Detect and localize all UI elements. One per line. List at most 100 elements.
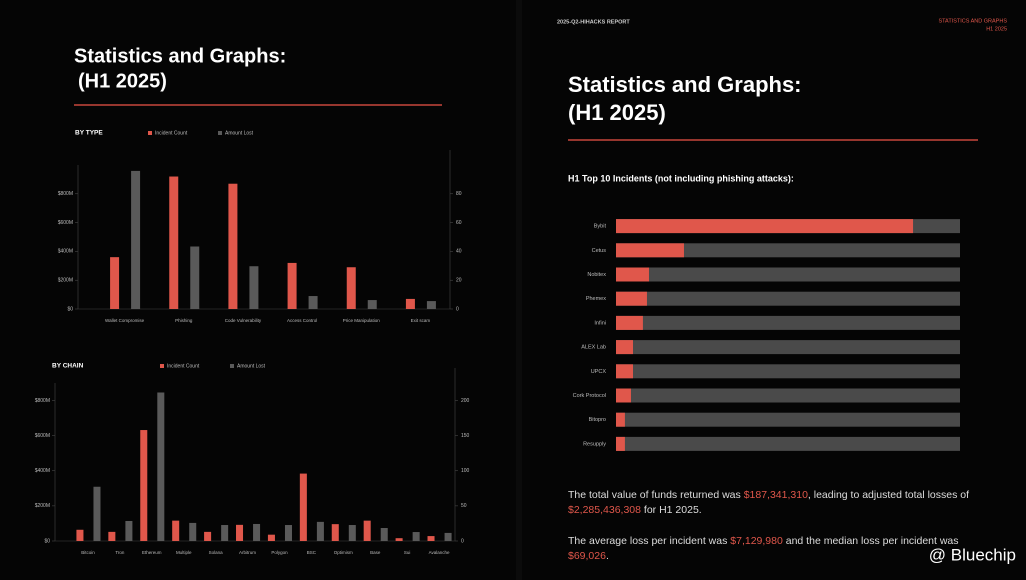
bar xyxy=(157,392,165,541)
bar xyxy=(380,528,388,541)
chart-title: H1 Top 10 Incidents (not including phish… xyxy=(568,173,794,183)
y-tick-label: $200M xyxy=(35,503,50,509)
bar xyxy=(412,532,420,541)
text-run: , leading to adjusted total losses of xyxy=(807,489,970,501)
bar xyxy=(316,521,324,541)
legend-swatch xyxy=(160,364,164,368)
x-tick-label: Access Control xyxy=(287,318,317,323)
bar-track xyxy=(616,291,960,306)
bar-track xyxy=(616,340,960,355)
bar xyxy=(204,531,212,541)
bar xyxy=(616,340,633,355)
bar xyxy=(346,267,356,309)
highlight: $7,129,980 xyxy=(730,535,783,547)
bar xyxy=(331,524,339,541)
bar-track xyxy=(616,243,960,258)
bar xyxy=(189,522,197,541)
y2-tick-label: 200 xyxy=(461,398,470,404)
bar xyxy=(444,532,452,541)
x-tick-label: Arbitrum xyxy=(239,550,256,555)
y-tick-label: $400M xyxy=(35,468,50,474)
bar xyxy=(363,520,371,541)
y-tick-label: $0 xyxy=(67,306,73,312)
bar-track xyxy=(616,315,960,330)
right-section-sub: H1 2025 xyxy=(986,26,1007,32)
bar xyxy=(616,388,631,403)
bar xyxy=(616,315,643,330)
bar-track xyxy=(616,364,960,379)
left-subtitle: (H1 2025) xyxy=(78,70,167,92)
y2-tick-label: 60 xyxy=(456,220,462,226)
bar xyxy=(140,430,148,541)
y-tick-label: Resupply xyxy=(583,441,606,447)
x-tick-label: Ethereum xyxy=(142,550,162,555)
watermark: @ Bluechip xyxy=(929,545,1016,564)
y-tick-label: Infini xyxy=(594,320,606,326)
y2-tick-label: 100 xyxy=(461,468,470,474)
bar xyxy=(253,523,261,541)
x-tick-label: Polygon xyxy=(271,550,288,555)
bar xyxy=(169,176,179,309)
chart-title: BY TYPE xyxy=(75,130,103,137)
y2-tick-label: 40 xyxy=(456,249,462,255)
legend-label: Incident Count xyxy=(167,363,200,369)
x-tick-label: Tron xyxy=(115,550,125,555)
bar-track xyxy=(616,412,960,427)
left-title: Statistics and Graphs: xyxy=(74,45,286,67)
y-tick-label: Cork Protocol xyxy=(573,393,606,399)
chart-title: BY CHAIN xyxy=(52,363,84,370)
y-tick-label: $600M xyxy=(58,220,73,226)
x-tick-label: Code Vulnerability xyxy=(225,318,262,323)
legend-swatch xyxy=(148,131,152,135)
y-tick-label: Bitopro xyxy=(589,417,606,423)
x-tick-label: Solana xyxy=(209,550,224,555)
x-tick-label: Base xyxy=(370,550,381,555)
text-run: The average loss per incident was xyxy=(568,535,731,547)
y2-tick-label: 50 xyxy=(461,503,467,509)
paragraph: The average loss per incident was $7,129… xyxy=(568,534,988,564)
x-tick-label: Wallet Compromise xyxy=(105,318,145,323)
bar xyxy=(93,486,101,541)
right-page xyxy=(522,0,1026,580)
bar xyxy=(427,536,435,541)
bar xyxy=(236,524,244,541)
text-run: . xyxy=(605,550,609,562)
bar xyxy=(348,525,356,541)
bar xyxy=(616,219,914,234)
text-run: and the median loss per incident was xyxy=(782,535,959,547)
bar xyxy=(299,473,307,541)
bar xyxy=(308,296,318,309)
bar xyxy=(287,262,297,309)
paragraph: The total value of funds returned was $1… xyxy=(568,488,988,518)
x-tick-label: Optimism xyxy=(334,550,353,555)
y-tick-label: $400M xyxy=(58,249,73,255)
x-tick-label: Multiple xyxy=(176,550,192,555)
y-tick-label: Bybit xyxy=(594,224,607,230)
bar xyxy=(426,301,436,309)
bar-track xyxy=(616,436,960,451)
y-tick-label: Nobitex xyxy=(587,272,606,278)
bar xyxy=(616,291,647,306)
y-tick-label: Cetus xyxy=(592,248,607,254)
highlight: $2,285,436,308 xyxy=(568,504,641,516)
x-tick-label: Price Manipulation xyxy=(343,318,381,323)
bar xyxy=(172,520,180,541)
highlight: $69,026 xyxy=(568,550,606,562)
bar xyxy=(228,183,238,309)
right-title: Statistics and Graphs: xyxy=(568,72,802,97)
y-tick-label: $200M xyxy=(58,278,73,284)
y2-tick-label: 150 xyxy=(461,433,470,439)
text-run: The total value of funds returned was xyxy=(568,489,744,501)
bar-track xyxy=(616,267,960,282)
bar xyxy=(616,436,625,451)
x-tick-label: Avalanche xyxy=(429,550,450,555)
bar xyxy=(131,170,141,309)
y2-tick-label: 80 xyxy=(456,191,462,197)
bar xyxy=(616,364,633,379)
bar xyxy=(190,246,200,309)
bar xyxy=(221,525,229,541)
bar xyxy=(616,412,625,427)
bar xyxy=(108,531,116,541)
